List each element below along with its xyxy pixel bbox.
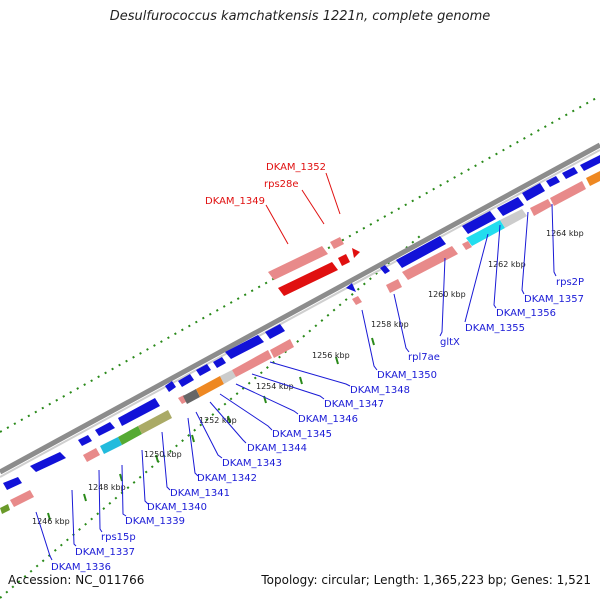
gene-label: DKAM_1337 bbox=[75, 547, 135, 558]
leaders-above bbox=[265, 172, 341, 245]
tick-label: 1248 kbp bbox=[88, 483, 126, 492]
gene-label: DKAM_1355 bbox=[465, 323, 525, 334]
gene-label: DKAM_1349 bbox=[205, 196, 265, 207]
cds-forward bbox=[213, 357, 226, 368]
cds-reverse bbox=[352, 296, 362, 305]
gene-label: DKAM_1342 bbox=[197, 473, 257, 484]
gene-label: DKAM_1341 bbox=[170, 488, 230, 499]
cds-forward bbox=[346, 283, 356, 292]
cds-forward bbox=[462, 211, 496, 234]
map-title: Desulfurococcus kamchatkensis 1221n, com… bbox=[109, 9, 491, 24]
cds-reverse bbox=[330, 237, 344, 249]
gene-label: DKAM_1336 bbox=[51, 562, 111, 573]
forward-strand-features bbox=[3, 155, 600, 490]
reverse-strand-features bbox=[0, 171, 600, 514]
topology-text: Topology: circular; Length: 1,365,223 bp… bbox=[261, 573, 591, 587]
cds-reverse bbox=[530, 199, 552, 216]
cds-reverse bbox=[462, 241, 472, 250]
tick-label: 1262 kbp bbox=[488, 260, 526, 269]
tick-label: 1254 kbp bbox=[256, 382, 294, 391]
cds-forward bbox=[78, 435, 92, 446]
tick-label: 1256 kbp bbox=[312, 351, 350, 360]
cds-reverse bbox=[138, 410, 172, 434]
gene-label: DKAM_1352 bbox=[266, 162, 326, 173]
cds-reverse bbox=[196, 376, 224, 397]
tick-label: 1250 kbp bbox=[144, 450, 182, 459]
gene-label: DKAM_1347 bbox=[324, 399, 384, 410]
tick-labels: 1246 kbp 1248 kbp 1250 kbp 1252 kbp 1254… bbox=[32, 229, 584, 526]
gene-label: DKAM_1343 bbox=[222, 458, 282, 469]
cds-forward bbox=[196, 364, 211, 376]
gene-label: rpl7ae bbox=[408, 352, 440, 363]
leaders-below bbox=[35, 203, 557, 561]
gene-label: DKAM_1346 bbox=[298, 414, 358, 425]
cds-forward bbox=[265, 324, 285, 339]
gene-label: DKAM_1340 bbox=[147, 502, 207, 513]
accession-text: Accession: NC_011766 bbox=[8, 573, 145, 587]
cds-reverse bbox=[232, 350, 272, 377]
cds-forward bbox=[562, 167, 578, 179]
cds-reverse bbox=[10, 490, 34, 507]
tick-label: 1252 kbp bbox=[199, 416, 237, 425]
tick-marks bbox=[47, 337, 375, 521]
cds-forward bbox=[396, 236, 446, 268]
cds-forward bbox=[497, 197, 524, 216]
tick-label: 1246 kbp bbox=[32, 517, 70, 526]
cds-reverse bbox=[268, 246, 328, 280]
gene-label: rps2P bbox=[556, 277, 584, 288]
gene-label: DKAM_1356 bbox=[496, 308, 556, 319]
labels-above: DKAM_1349 rps28e DKAM_1352 bbox=[205, 162, 326, 207]
cds-reverse bbox=[586, 171, 600, 186]
cds-reverse bbox=[220, 370, 236, 384]
cds-forward bbox=[178, 374, 194, 387]
genome-backbone-shadow bbox=[0, 149, 600, 478]
gene-label: gltX bbox=[440, 337, 460, 348]
cds-reverse bbox=[386, 279, 402, 293]
cds-reverse bbox=[118, 426, 142, 445]
cds-forward bbox=[3, 477, 22, 490]
cds-rna bbox=[278, 262, 338, 296]
cds-forward bbox=[118, 398, 160, 426]
gene-label: DKAM_1345 bbox=[272, 429, 332, 440]
cds-reverse bbox=[83, 448, 100, 462]
cds-forward bbox=[30, 452, 66, 472]
cds-forward bbox=[580, 155, 600, 171]
cds-forward bbox=[380, 265, 390, 274]
labels-below: DKAM_1336 DKAM_1337 rps15p DKAM_1339 DKA… bbox=[51, 277, 584, 573]
cds-reverse bbox=[0, 504, 10, 514]
cds-forward bbox=[546, 176, 560, 187]
region-1349-1352 bbox=[268, 237, 360, 296]
gene-label: DKAM_1348 bbox=[350, 385, 410, 396]
gene-label: rps28e bbox=[264, 179, 299, 190]
cds-forward bbox=[95, 422, 115, 436]
cds-reverse bbox=[500, 209, 527, 228]
tick-label: 1264 kbp bbox=[546, 229, 584, 238]
cds-reverse bbox=[100, 437, 122, 454]
cds-reverse bbox=[270, 339, 294, 358]
cds-forward bbox=[165, 381, 176, 392]
cds-reverse bbox=[466, 220, 505, 246]
gene-label: DKAM_1350 bbox=[377, 370, 437, 381]
genome-backbone bbox=[0, 142, 600, 475]
tick-label: 1258 kbp bbox=[371, 320, 409, 329]
gene-label: DKAM_1344 bbox=[247, 443, 307, 454]
cds-rna bbox=[338, 254, 350, 266]
cds-rna bbox=[352, 248, 360, 258]
gene-label: rps15p bbox=[101, 532, 136, 543]
cds-forward bbox=[225, 335, 264, 359]
tick-label: 1260 kbp bbox=[428, 290, 466, 299]
cds-reverse bbox=[183, 389, 200, 404]
cds-reverse bbox=[402, 246, 458, 280]
cds-forward bbox=[522, 183, 545, 201]
gene-label: DKAM_1339 bbox=[125, 516, 185, 527]
gene-label: DKAM_1357 bbox=[524, 294, 584, 305]
cds-reverse bbox=[550, 181, 586, 206]
